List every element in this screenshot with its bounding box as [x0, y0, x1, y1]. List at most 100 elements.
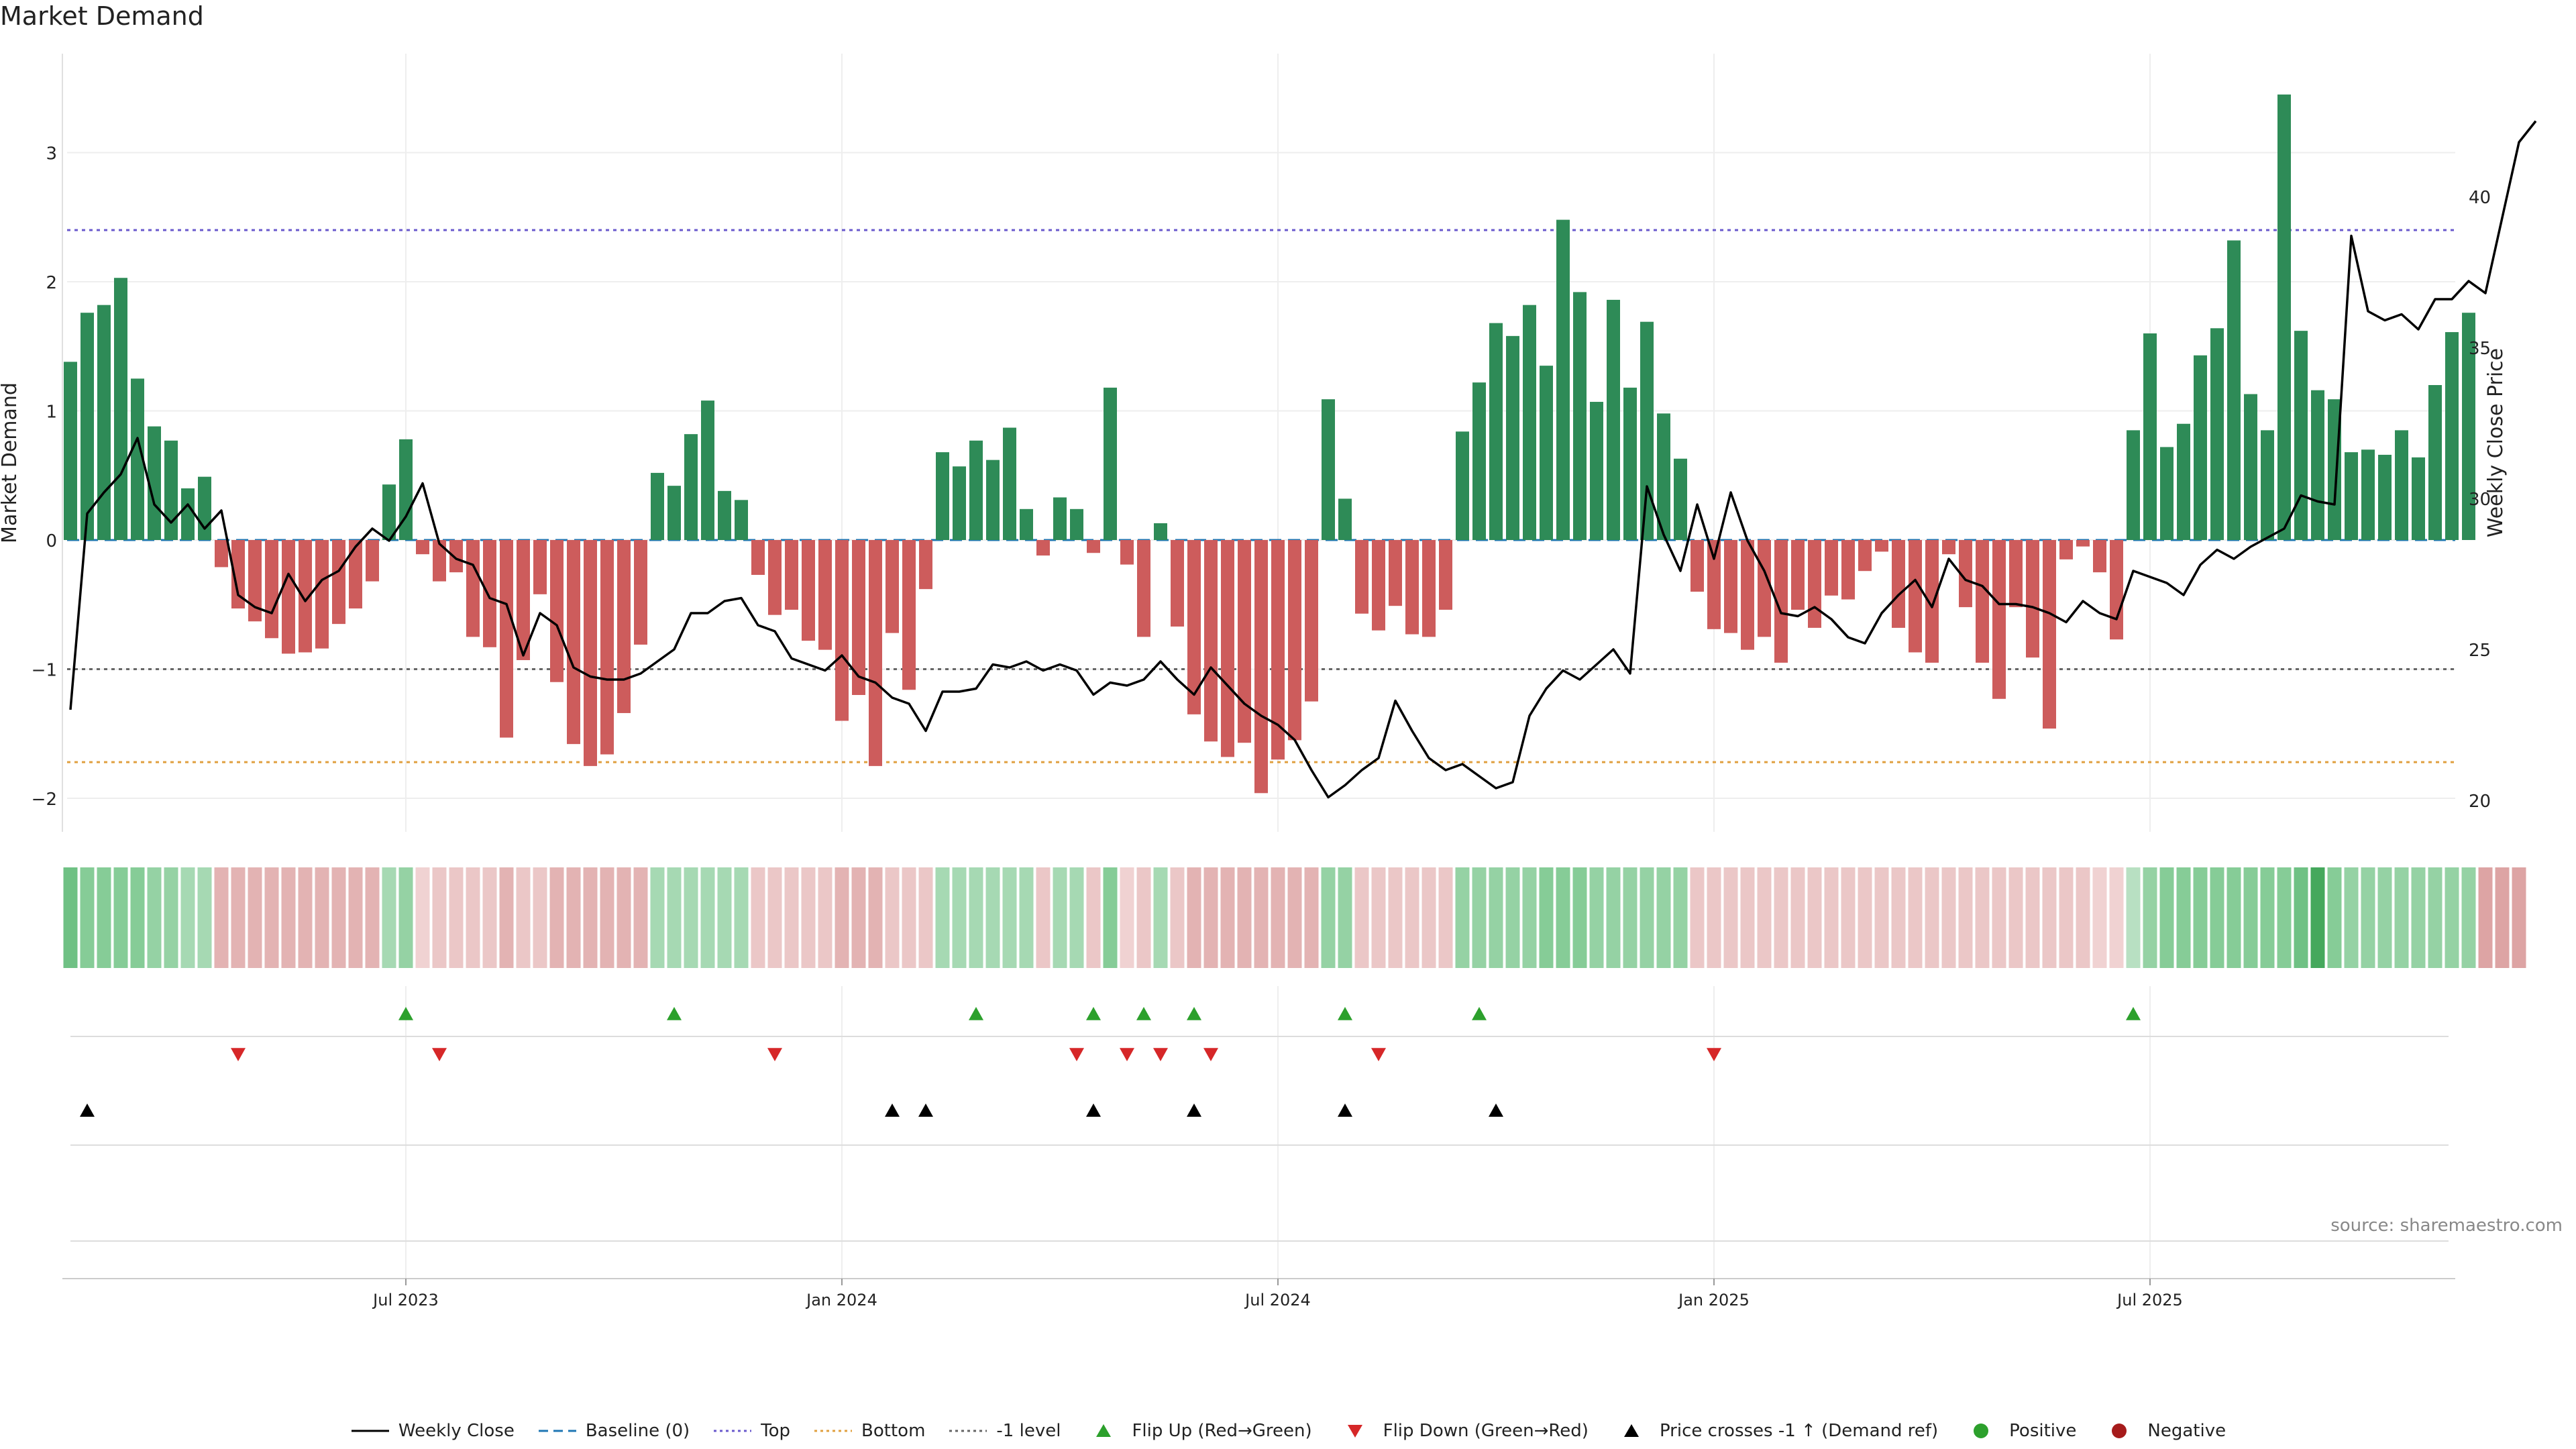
demand-bar — [1154, 523, 1167, 540]
demand-bar — [1858, 540, 1872, 572]
demand-bar — [2261, 430, 2274, 540]
demand-bar — [1221, 540, 1234, 757]
heat-cell — [1388, 867, 1403, 968]
legend-swatch — [1347, 1425, 1362, 1438]
demand-bar — [2076, 540, 2090, 547]
legend-swatch — [814, 1430, 853, 1432]
x-tick-label: Jul 2023 — [372, 1291, 439, 1309]
heat-cell — [2243, 867, 2258, 968]
legend-label: Price crosses -1 ↑ (Demand ref) — [1659, 1421, 1939, 1441]
heat-cell — [1086, 867, 1101, 968]
demand-bar — [64, 362, 77, 540]
left-tick-label: 1 — [46, 402, 57, 423]
demand-bar — [2110, 540, 2123, 640]
heat-cell — [2226, 867, 2241, 968]
heat-cell — [818, 867, 833, 968]
heat-cell — [331, 867, 346, 968]
legend-swatch-mark — [1347, 1425, 1362, 1438]
legend-label: Flip Down (Green→Red) — [1383, 1421, 1589, 1441]
legend-swatch — [1623, 1424, 1639, 1437]
demand-bar — [1405, 540, 1419, 635]
demand-bar — [382, 484, 396, 540]
demand-bar — [148, 426, 161, 540]
heat-cell — [1874, 867, 1889, 968]
demand-bar — [1992, 540, 2006, 699]
demand-bar — [1087, 540, 1100, 553]
weekly-close-line — [69, 120, 2537, 799]
demand-bar — [2143, 333, 2157, 540]
heat-cell — [197, 867, 212, 968]
right-axis-label: Weekly Close Price — [2484, 348, 2508, 537]
demand-bar — [1942, 540, 1955, 555]
legend-item: Price crosses -1 ↑ (Demand ref) — [1611, 1421, 1938, 1441]
heat-cell — [1673, 867, 1688, 968]
heat-cell — [1036, 867, 1051, 968]
demand-bar — [1741, 540, 1754, 650]
demand-bar — [2361, 449, 2375, 540]
demand-bar — [718, 490, 731, 540]
demand-bar — [1791, 540, 1805, 610]
heat-cell — [1941, 867, 1956, 968]
heat-cell — [2294, 867, 2308, 968]
heat-cell — [2143, 867, 2157, 968]
demand-bar — [2194, 355, 2207, 540]
demand-bar — [2395, 430, 2408, 540]
legend-label: Flip Up (Red→Green) — [1132, 1421, 1312, 1441]
demand-bar — [2428, 385, 2442, 540]
flip-up-marker — [1338, 1007, 1352, 1020]
heat-cell — [449, 867, 464, 968]
demand-bar — [1724, 540, 1737, 633]
legend-swatch — [2112, 1424, 2127, 1438]
heat-cell — [1254, 867, 1269, 968]
demand-bar — [986, 460, 1000, 540]
heat-cell — [264, 867, 279, 968]
heat-cell — [1707, 867, 1721, 968]
flip-down-marker — [1203, 1048, 1218, 1061]
heat-cell — [1187, 867, 1201, 968]
x-tick-label: Jul 2025 — [2116, 1291, 2183, 1309]
heat-cell — [1421, 867, 1436, 968]
demand-bar — [248, 540, 262, 622]
heat-cell — [1203, 867, 1218, 968]
demand-bar — [1288, 540, 1301, 741]
heat-cell — [684, 867, 698, 968]
heat-cell — [2310, 867, 2325, 968]
heat-cell — [952, 867, 967, 968]
x-tick-label: Jan 2024 — [805, 1291, 877, 1309]
x-tick-label: Jan 2025 — [1677, 1291, 1750, 1309]
demand-bar — [1271, 540, 1285, 760]
heat-cell — [935, 867, 950, 968]
flip-up-marker — [1187, 1007, 1201, 1020]
legend-swatch-mark — [1623, 1424, 1639, 1437]
heat-cell — [298, 867, 313, 968]
demand-bars — [64, 94, 2475, 794]
left-tick-label: 2 — [46, 273, 57, 293]
heat-cell — [466, 867, 480, 968]
heat-cell — [2394, 867, 2409, 968]
demand-bar — [299, 540, 312, 653]
legend-swatch — [949, 1430, 987, 1432]
legend-item: Top — [712, 1421, 790, 1441]
heat-cell — [851, 867, 866, 968]
legend-swatch — [1096, 1424, 1112, 1437]
heat-cell — [1891, 867, 1906, 968]
flip-down-marker — [1153, 1048, 1168, 1061]
heat-cell — [2327, 867, 2342, 968]
heat-cell — [1908, 867, 1923, 968]
demand-bar — [1305, 540, 1318, 702]
demand-bar — [1372, 540, 1385, 631]
flip-up-marker — [2126, 1007, 2141, 1020]
demand-bar — [265, 540, 278, 639]
heat-cell — [2176, 867, 2191, 968]
heat-cell — [717, 867, 732, 968]
heat-cell — [1640, 867, 1654, 968]
heat-cell — [1556, 867, 1570, 968]
demand-bar — [449, 540, 463, 573]
legend-label: -1 level — [996, 1421, 1061, 1441]
left-tick-label: 3 — [46, 144, 57, 164]
heat-cell — [180, 867, 195, 968]
demand-bar — [215, 540, 228, 568]
heat-cell — [2461, 867, 2476, 968]
right-tick-label: 20 — [2469, 792, 2491, 812]
